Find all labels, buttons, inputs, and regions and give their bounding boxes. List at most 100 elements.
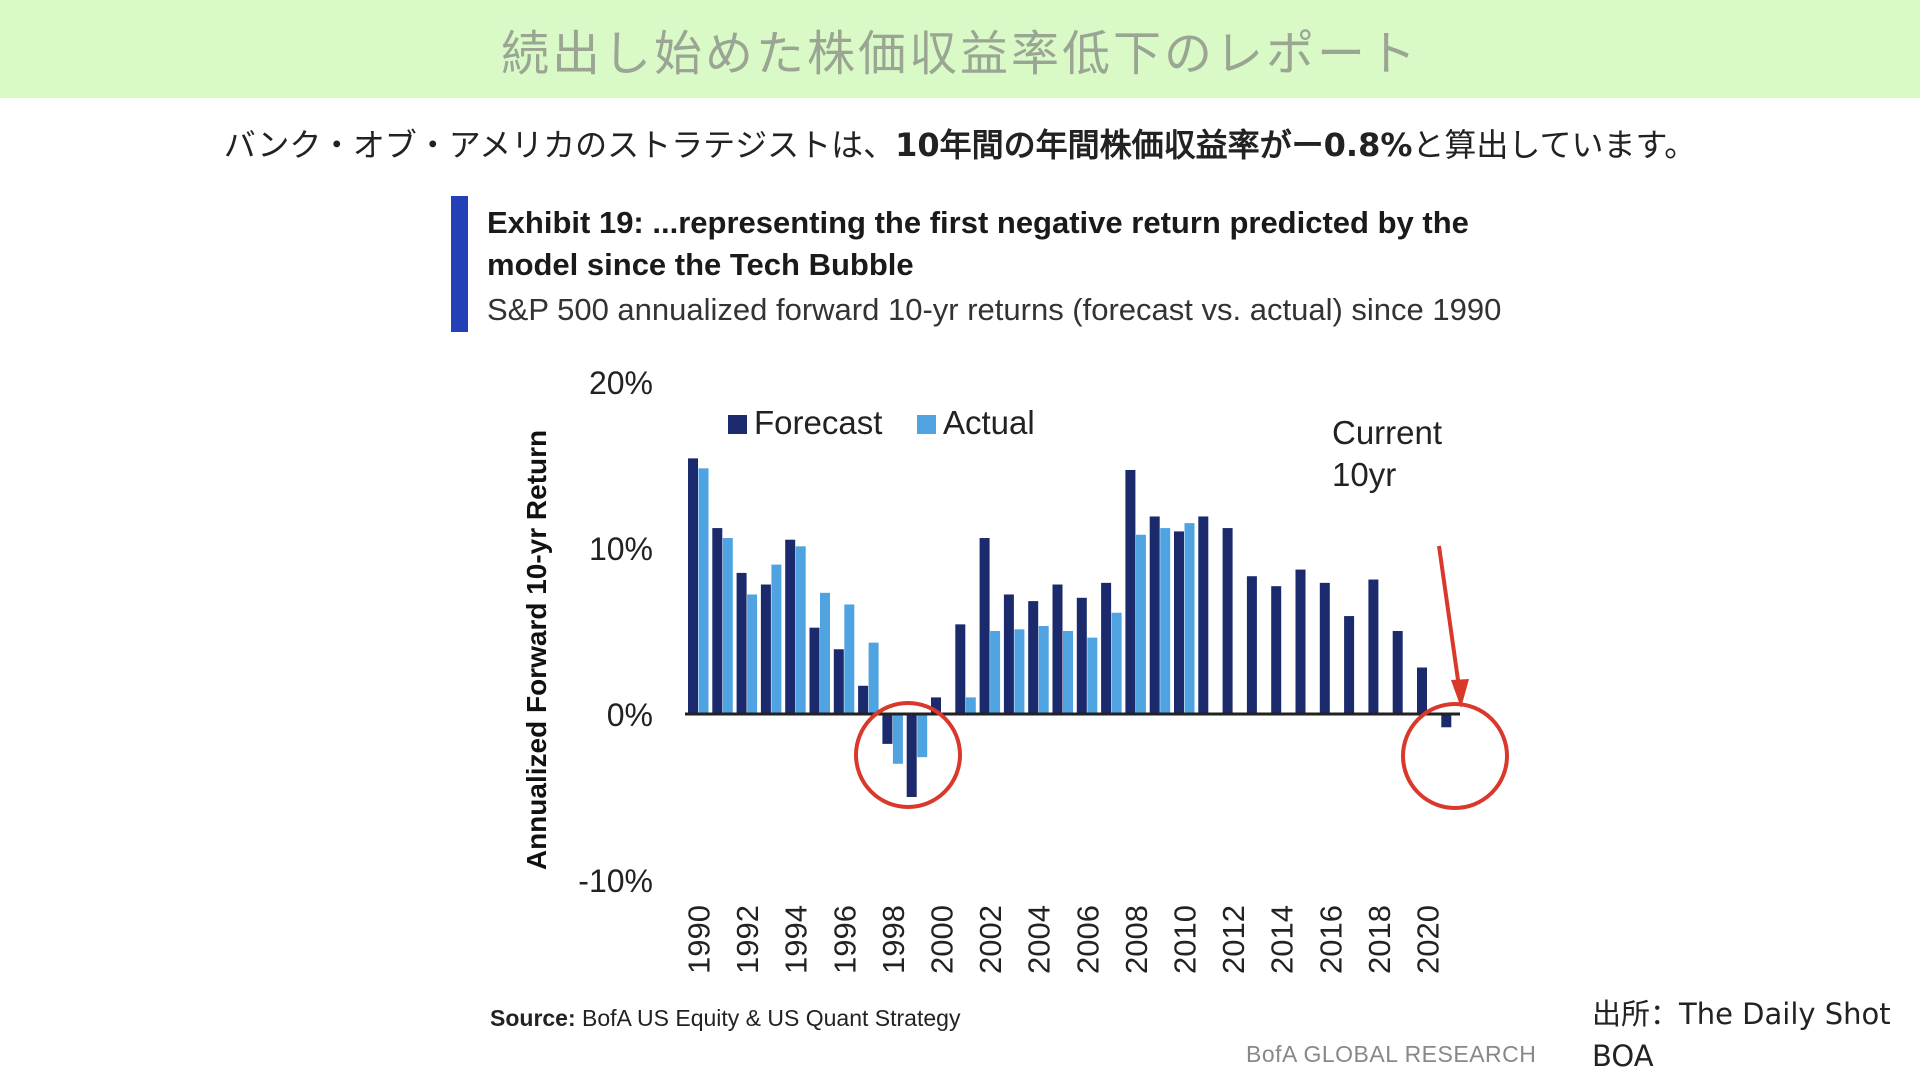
exhibit-accent-bar [451, 196, 468, 332]
annotation-line1: Current [1332, 414, 1442, 451]
x-tick-label: 2018 [1362, 905, 1397, 974]
bar-forecast-2006 [1076, 597, 1087, 714]
bar-actual-2003 [1014, 629, 1025, 714]
bar-actual-2002 [990, 631, 1001, 714]
bar-forecast-2002 [979, 538, 990, 714]
bar-actual-2004 [1038, 626, 1049, 714]
exhibit-title: Exhibit 19: ...representing the first ne… [487, 202, 1527, 286]
bar-forecast-2012 [1222, 528, 1233, 714]
exhibit-title-line1: Exhibit 19: ...representing the first ne… [487, 205, 1469, 240]
bar-forecast-2008 [1125, 469, 1136, 714]
legend-label-forecast: Forecast [754, 404, 882, 441]
bar-actual-1994 [795, 546, 806, 714]
legend-swatch-actual [917, 415, 936, 434]
bar-forecast-2016 [1319, 582, 1330, 714]
brand-label: BofA GLOBAL RESEARCH [1246, 1041, 1537, 1067]
y-tick-label: 20% [589, 365, 653, 401]
bar-forecast-1993 [760, 584, 771, 714]
header-banner: 続出し始めた株価収益率低下のレポート [0, 0, 1920, 98]
intro-text: バンク・オブ・アメリカのストラテジストは、10年間の年間株価収益率がー0.8%と… [0, 120, 1920, 166]
intro-suffix: と算出しています。 [1412, 126, 1697, 164]
highlight-circles [854, 701, 1509, 810]
bar-actual-2006 [1087, 637, 1098, 714]
credit-line2: BOA [1592, 1039, 1654, 1073]
x-tick-label: 2004 [1022, 905, 1057, 974]
exhibit-subtitle: S&P 500 annualized forward 10-yr returns… [487, 292, 1502, 327]
bar-forecast-1995 [809, 627, 820, 714]
credit-line1: 出所：The Daily Shot [1592, 997, 1891, 1031]
exhibit-title-line2: model since the Tech Bubble [487, 247, 914, 282]
page-title: 続出し始めた株価収益率低下のレポート [500, 26, 1419, 82]
bar-forecast-1994 [785, 539, 796, 714]
source-note: Source: BofA US Equity & US Quant Strate… [490, 1005, 960, 1032]
bar-actual-1998 [892, 714, 903, 764]
bar-forecast-2001 [955, 624, 966, 714]
bar-forecast-2013 [1246, 576, 1257, 714]
y-tick-label: -10% [578, 863, 653, 899]
bar-actual-2009 [1160, 528, 1171, 714]
y-tick-label: 0% [607, 697, 653, 733]
bar-forecast-2000 [931, 697, 941, 714]
bar-actual-2010 [1184, 523, 1195, 714]
bar-forecast-2019 [1392, 631, 1403, 714]
bar-forecast-1998 [882, 714, 893, 744]
bar-forecast-2010 [1174, 531, 1184, 714]
bar-forecast-2020 [1417, 667, 1427, 714]
x-tick-label: 2010 [1168, 905, 1203, 974]
legend: Forecast Actual [728, 404, 1035, 441]
source-text: BofA US Equity & US Quant Strategy [582, 1005, 961, 1031]
x-tick-label: 2012 [1216, 905, 1251, 974]
x-tick-label: 1994 [779, 905, 814, 974]
bar-actual-2005 [1063, 631, 1073, 714]
bar-actual-1996 [844, 604, 855, 714]
x-tick-label: 2000 [925, 905, 960, 974]
current-10yr-annotation: Current 10yr [1332, 414, 1469, 708]
bar-actual-1993 [771, 564, 782, 714]
x-tick-labels: 1990 1992 1994 1996 1998 2000 2002 2004 2006 2008… [682, 905, 1446, 974]
x-tick-label: 1998 [876, 905, 911, 974]
y-axis-title: Annualized Forward 10-yr Return [521, 430, 552, 870]
bar-actual-1997 [868, 642, 879, 714]
x-tick-label: 2006 [1070, 905, 1105, 974]
bar-forecast-2021 [1441, 714, 1452, 728]
bar-forecast-2011 [1198, 516, 1209, 714]
bar-forecast-2007 [1101, 582, 1112, 714]
bar-forecast-2003 [1003, 594, 1014, 714]
x-tick-label: 1992 [730, 905, 765, 974]
x-tick-label: 1990 [682, 905, 717, 974]
x-tick-label: 2016 [1313, 905, 1348, 974]
bar-actual-1991 [722, 538, 733, 714]
bar-actual-1992 [747, 594, 758, 714]
intro-prefix: バンク・オブ・アメリカのストラテジストは、 [223, 126, 896, 164]
highlight-circle-1998 [854, 701, 962, 809]
bar-chart: Annualized Forward 10-yr Return 20% 10% 0%… [521, 365, 1509, 974]
arrow-head [1451, 679, 1469, 708]
highlight-circle-current [1401, 702, 1509, 810]
arrow-shaft [1437, 545, 1460, 681]
bar-forecast-2005 [1052, 584, 1063, 714]
x-tick-label: 2020 [1411, 905, 1446, 974]
bar-actual-1999 [917, 714, 928, 758]
bar-forecast-1991 [712, 528, 723, 714]
y-tick-label: 10% [589, 531, 653, 567]
bar-forecast-2018 [1368, 579, 1379, 714]
source-label: Source: [490, 1005, 576, 1031]
bar-actual-1990 [698, 468, 709, 714]
bar-forecast-2017 [1344, 616, 1355, 714]
legend-label-actual: Actual [943, 404, 1035, 441]
bars [688, 458, 1452, 797]
x-tick-label: 1996 [827, 905, 862, 974]
bar-forecast-2004 [1028, 601, 1039, 714]
bar-actual-1995 [820, 592, 830, 714]
y-axis-label: Annualized Forward 10-yr Return [521, 430, 552, 870]
bar-forecast-1992 [736, 572, 747, 714]
annotation-line2: 10yr [1332, 456, 1396, 493]
bar-actual-2007 [1111, 612, 1122, 714]
x-tick-label: 2014 [1265, 905, 1300, 974]
x-tick-label: 2002 [973, 905, 1008, 974]
bar-forecast-2015 [1295, 569, 1306, 714]
intro-emphasis: 10年間の年間株価収益率がー0.8% [895, 126, 1413, 164]
y-tick-labels: 20% 10% 0% -10% [578, 365, 653, 899]
bar-actual-2001 [965, 697, 976, 714]
bar-actual-2008 [1135, 534, 1146, 714]
